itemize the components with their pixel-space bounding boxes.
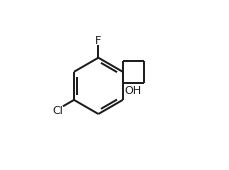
Text: F: F	[95, 36, 102, 46]
Text: Cl: Cl	[52, 106, 63, 116]
Text: OH: OH	[124, 86, 141, 96]
